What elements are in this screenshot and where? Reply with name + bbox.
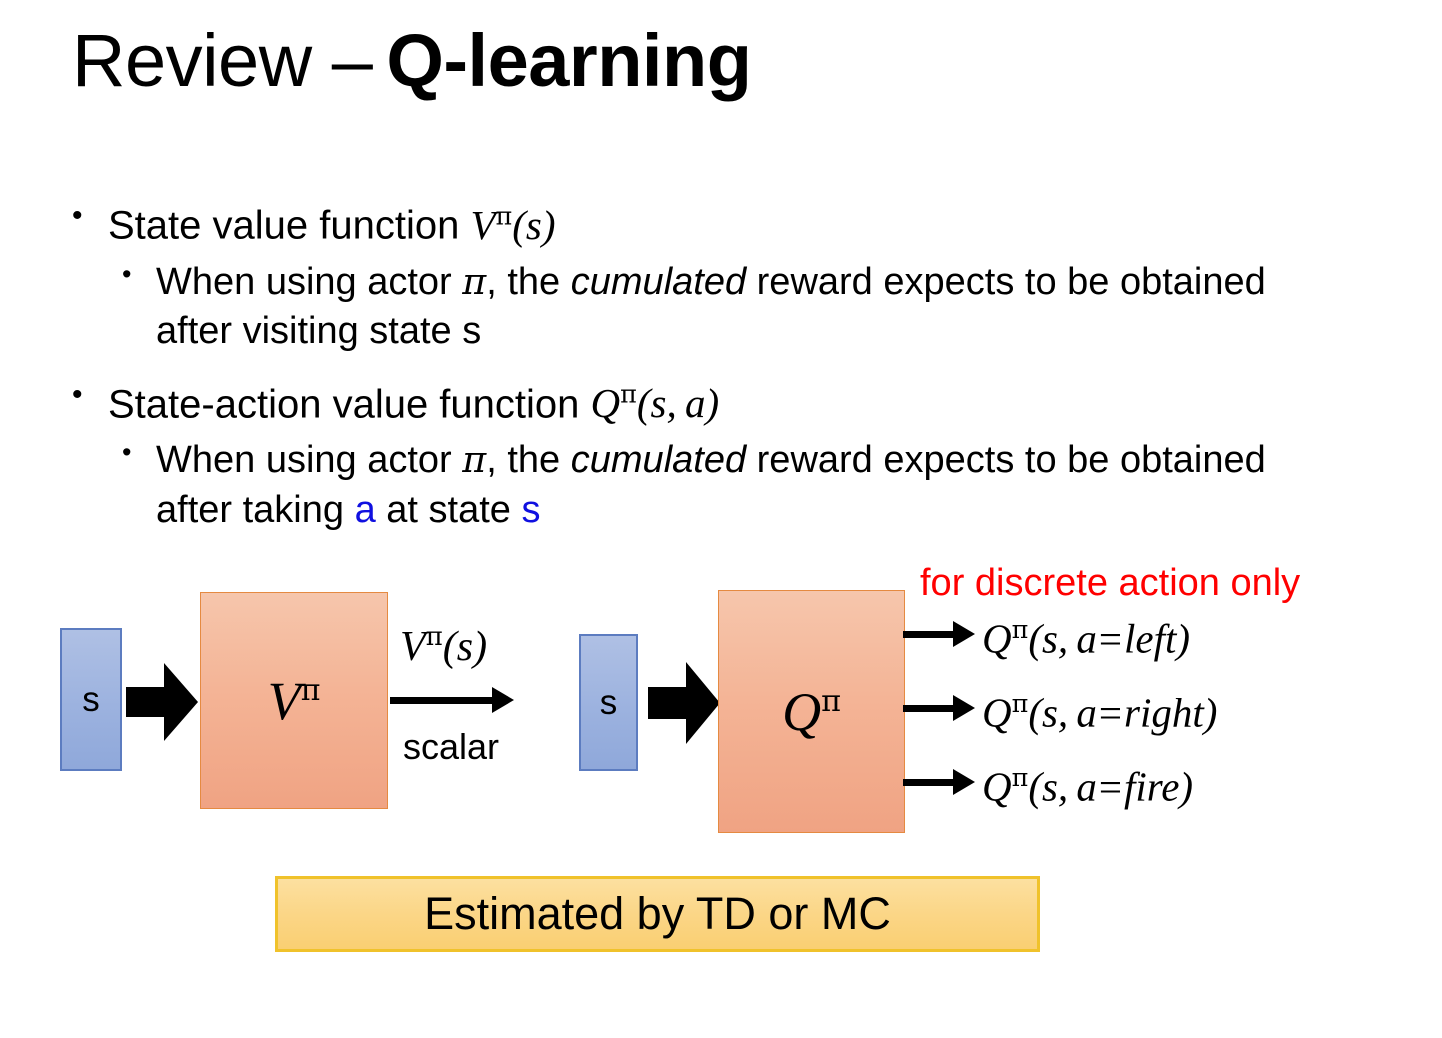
bullet-state-action-explanation: When using actor π, the cumulated reward… bbox=[64, 435, 1324, 535]
q-branch-input-label: s bbox=[599, 682, 618, 722]
discrete-action-note: for discrete action only bbox=[920, 562, 1301, 604]
sub-2-state-s: s bbox=[521, 488, 541, 531]
v-function-box: Vπ bbox=[200, 592, 388, 809]
math-q-pi-s-a: Qπ(s, a) bbox=[590, 378, 720, 427]
sub-1-cumulated: cumulated bbox=[570, 260, 747, 303]
q-output-1-arrow-shaft bbox=[903, 631, 955, 638]
sub-1-line1-a: When using actor bbox=[156, 260, 452, 303]
sub-1-line2: be obtained after visiting state s bbox=[156, 260, 1266, 353]
sub-2-pi: π bbox=[462, 438, 487, 482]
sub-1-pi: π bbox=[462, 259, 487, 303]
sub-1-line1-b: , the bbox=[486, 260, 561, 303]
q-output-1-label: Qπ(s, a=left) bbox=[982, 614, 1191, 662]
q-branch-input-box: s bbox=[579, 634, 638, 771]
q-output-2-arrow-shaft bbox=[903, 705, 955, 712]
v-branch-input-arrow-icon bbox=[126, 663, 198, 741]
bullet-spacer bbox=[64, 357, 1324, 379]
bullet-2-text: State-action value function bbox=[108, 382, 580, 427]
bullet-state-value-function: State value function Vπ(s) bbox=[64, 198, 1324, 250]
estimated-by-banner: Estimated by TD or MC bbox=[275, 876, 1040, 952]
v-branch-input-box: s bbox=[60, 628, 122, 771]
v-output-label-scalar: scalar bbox=[403, 726, 500, 767]
q-function-box: Qπ bbox=[718, 590, 905, 833]
sub-1-line1-c: reward expects to bbox=[756, 260, 1057, 303]
q-branch-input-arrow-icon bbox=[648, 662, 720, 744]
sub-2-line2-a: be obtained after taking bbox=[156, 439, 1266, 531]
sub-2-action-a: a bbox=[354, 488, 376, 531]
sub-2-line1-c: reward expects to bbox=[756, 439, 1057, 482]
bullet-state-action-value-function: State-action value function Qπ(s, a) bbox=[64, 377, 1324, 429]
bullet-state-value-explanation: When using actor π, the cumulated reward… bbox=[64, 257, 1324, 357]
v-output-arrow-head-icon bbox=[492, 687, 514, 713]
bullet-list: State value function Vπ(s) When using ac… bbox=[64, 198, 1324, 535]
sub-2-cumulated: cumulated bbox=[570, 439, 747, 482]
page-title-part2: Q-learning bbox=[386, 19, 752, 102]
q-output-2-arrow-head-icon bbox=[953, 695, 975, 721]
q-output-3-label: Qπ(s, a=fire) bbox=[982, 762, 1194, 810]
v-output-arrow-shaft bbox=[390, 697, 494, 704]
q-function-label: Qπ bbox=[782, 681, 841, 742]
q-output-3-arrow-shaft bbox=[903, 779, 955, 786]
q-output-1-arrow-head-icon bbox=[953, 621, 975, 647]
q-output-3-arrow-head-icon bbox=[953, 769, 975, 795]
v-function-label: Vπ bbox=[267, 670, 321, 731]
sub-2-line1-b: , the bbox=[486, 439, 561, 482]
page-title-part1: Review – bbox=[72, 19, 373, 102]
sub-2-line2-b: at state bbox=[386, 488, 511, 531]
math-v-pi-s: Vπ(s) bbox=[470, 200, 556, 248]
q-output-2-label: Qπ(s, a=right) bbox=[982, 688, 1218, 736]
bullet-1-text: State value function bbox=[108, 203, 460, 248]
sub-2-line1-a: When using actor bbox=[156, 439, 452, 482]
v-branch-input-label: s bbox=[82, 679, 100, 719]
v-output-label-above: Vπ(s) bbox=[400, 622, 488, 670]
estimated-by-banner-label: Estimated by TD or MC bbox=[424, 888, 891, 939]
page-title: Review – Q-learning bbox=[72, 24, 752, 98]
